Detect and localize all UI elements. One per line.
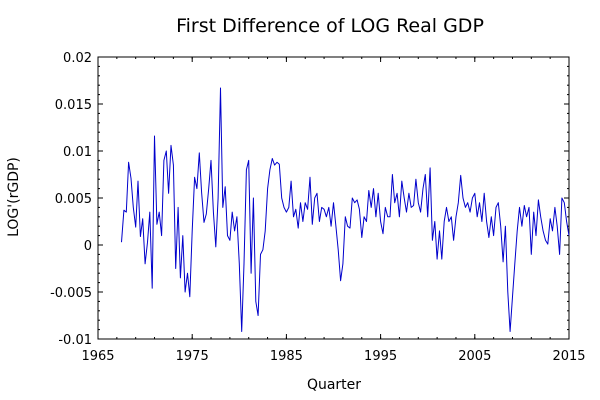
series-line xyxy=(121,87,570,332)
x-tick-label: 1995 xyxy=(364,349,397,364)
x-tick-label: 1965 xyxy=(81,349,114,364)
y-axis-label: LOG'(rGDP) xyxy=(6,157,22,237)
y-tick-label: -0.01 xyxy=(58,333,92,348)
y-tick-labels: -0.01 -0.005 0 0.005 0.01 0.015 0.02 xyxy=(50,51,92,348)
x-tick-label: 2005 xyxy=(458,349,491,364)
y-tick-label: 0.02 xyxy=(63,51,92,66)
x-tick-label: 2015 xyxy=(552,349,585,364)
x-tick-label: 1985 xyxy=(270,349,303,364)
y-tick-label: 0.01 xyxy=(63,145,92,160)
x-axis-label: Quarter xyxy=(307,377,361,393)
y-tick-label: 0 xyxy=(84,239,92,254)
series-group xyxy=(121,87,570,332)
y-tick-label: 0.005 xyxy=(55,192,92,207)
x-tick-label: 1975 xyxy=(176,349,209,364)
chart-title: First Difference of LOG Real GDP xyxy=(176,15,484,37)
y-tick-label: 0.015 xyxy=(55,98,92,113)
plot-area-frame xyxy=(97,56,570,340)
x-tick-labels: 1965 1975 1985 1995 2005 2015 xyxy=(81,349,585,364)
y-tick-label: -0.005 xyxy=(50,286,92,301)
axis-ticks xyxy=(97,56,570,340)
